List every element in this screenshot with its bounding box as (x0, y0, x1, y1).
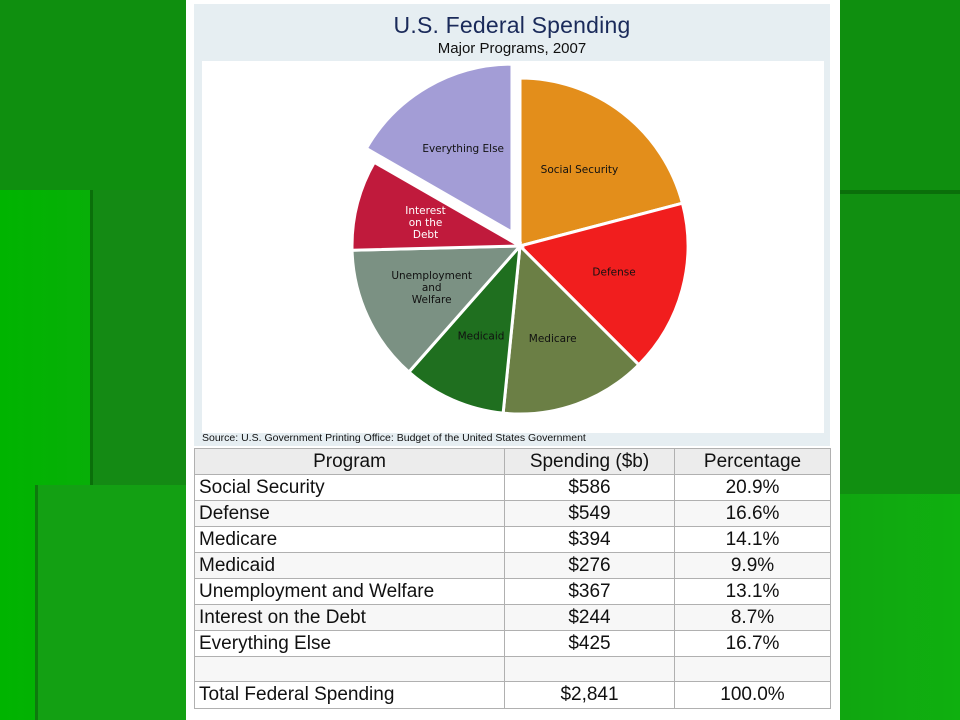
row-percentage: 16.6% (674, 500, 831, 527)
table-row: Medicaid $276 9.9% (194, 552, 831, 579)
chart-subtitle: Major Programs, 2007 (437, 40, 587, 57)
row-spending: $394 (504, 526, 675, 553)
row-program: Everything Else (194, 630, 505, 657)
pie-slice-social-security (518, 76, 685, 248)
table-header-row: Program Spending ($b) Percentage (194, 448, 831, 475)
pie-label-defense: Defense (592, 266, 635, 278)
row-percentage: 13.1% (674, 578, 831, 605)
row-program: Social Security (194, 474, 505, 501)
background-band-left (90, 190, 193, 490)
chart-source: Source: U.S. Government Printing Office:… (202, 432, 586, 444)
row-percentage: 20.9% (674, 474, 831, 501)
pie-slice-medicaid (406, 241, 522, 415)
row-spending: $586 (504, 474, 675, 501)
background-band-bottom (35, 485, 198, 720)
row-spending: $425 (504, 630, 675, 657)
row-spending: $244 (504, 604, 675, 631)
row-spending: $367 (504, 578, 675, 605)
row-percentage: 14.1% (674, 526, 831, 553)
table-total-row: Total Federal Spending $2,841 100.0% (194, 681, 831, 709)
pie-label-interest-on-the-debt: Interest on the Debt (405, 205, 445, 241)
header-percentage: Percentage (674, 448, 831, 475)
row-program: Medicare (194, 526, 505, 553)
table-row: Everything Else $425 16.7% (194, 630, 831, 657)
pie-slice-medicare (501, 242, 641, 416)
table-row: Defense $549 16.6% (194, 500, 831, 527)
table-row: Social Security $586 20.9% (194, 474, 831, 501)
chart-title: U.S. Federal Spending (393, 12, 631, 38)
pie-label-social-security: Social Security (541, 164, 619, 176)
chart-panel: U.S. Federal Spending Major Programs, 20… (194, 4, 830, 446)
row-program: Defense (194, 500, 505, 527)
plot-area: Social Security Defense Medicare Medicaid Un… (202, 61, 824, 433)
total-percentage: 100.0% (674, 681, 831, 709)
background-band-right (840, 190, 960, 494)
row-percentage: 16.7% (674, 630, 831, 657)
total-spending: $2,841 (504, 681, 675, 709)
row-percentage: 9.9% (674, 552, 831, 579)
pie-label-medicare: Medicare (529, 333, 577, 345)
pie-slice-interest-on-the-debt (350, 160, 526, 252)
pie-slice-defense (517, 201, 690, 367)
table-blank-row (194, 656, 831, 682)
row-program: Interest on the Debt (194, 604, 505, 631)
row-spending: $549 (504, 500, 675, 527)
table-row: Interest on the Debt $244 8.7% (194, 604, 831, 631)
row-program: Medicaid (194, 552, 505, 579)
pie-slice-everything-else (364, 62, 514, 235)
row-spending: $276 (504, 552, 675, 579)
total-label: Total Federal Spending (194, 681, 505, 709)
slide: U.S. Federal Spending Major Programs, 20… (186, 0, 840, 720)
pie-label-unemployment-and-welfare: Unemployment and Welfare (391, 270, 472, 306)
row-percentage: 8.7% (674, 604, 831, 631)
pie-slice-unemployment-and-welfare (350, 244, 524, 375)
pie-label-medicaid: Medicaid (458, 330, 505, 342)
row-program: Unemployment and Welfare (194, 578, 505, 605)
pie-chart: Social Security Defense Medicare Medicaid Un… (350, 62, 690, 416)
spending-table: Program Spending ($b) Percentage Social … (194, 448, 831, 709)
table-row: Unemployment and Welfare $367 13.1% (194, 578, 831, 605)
header-program: Program (194, 448, 505, 475)
pie-label-everything-else: Everything Else (422, 143, 504, 155)
table-row: Medicare $394 14.1% (194, 526, 831, 553)
header-spending: Spending ($b) (504, 448, 675, 475)
